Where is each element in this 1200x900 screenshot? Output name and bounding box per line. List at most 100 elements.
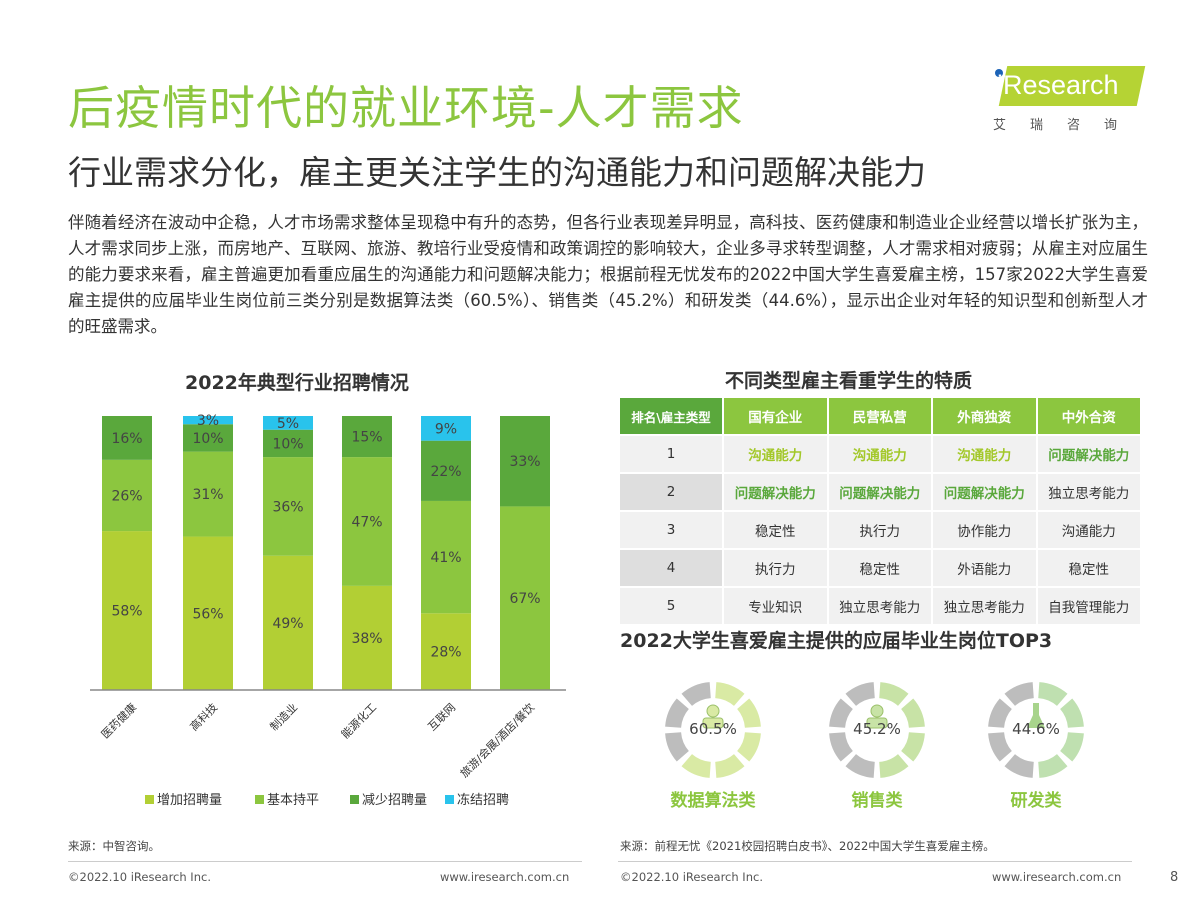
bar-segment bbox=[263, 416, 313, 430]
donut-value: 60.5% bbox=[689, 720, 737, 738]
bar-segment bbox=[421, 613, 471, 690]
data-label: 10% bbox=[192, 431, 223, 447]
donut-segment bbox=[681, 754, 711, 778]
bar-segment bbox=[342, 416, 392, 458]
data-label: 15% bbox=[351, 430, 382, 446]
data-label: 16% bbox=[111, 431, 142, 447]
body-paragraph: 伴随着经济在波动中企稳，人才市场需求整体呈现稳中有升的态势，但各行业表现差异明显… bbox=[68, 213, 1148, 336]
x-tick-label: 互联网 bbox=[426, 701, 459, 734]
donut-gauge bbox=[829, 682, 925, 778]
table-cell: 执行力 bbox=[724, 550, 827, 586]
bar-segment bbox=[102, 459, 152, 532]
donut-segment bbox=[715, 754, 745, 778]
table-cell: 问题解决能力 bbox=[1037, 436, 1140, 472]
table-cell: 独立思考能力 bbox=[933, 588, 1036, 624]
table-header-cell: 外商独资 bbox=[933, 398, 1036, 434]
table-cell: 沟通能力 bbox=[828, 436, 931, 472]
data-label: 38% bbox=[351, 631, 382, 647]
donut-segment bbox=[988, 698, 1012, 728]
donut-segment bbox=[845, 682, 875, 706]
iresearch-logo: iResearch 艾瑞咨询 bbox=[985, 62, 1146, 134]
footer-copyright: ©2022.10 iResearch Inc. bbox=[620, 870, 763, 884]
table-cell: 4 bbox=[620, 550, 722, 586]
table-header-cell: 中外合资 bbox=[1037, 398, 1140, 434]
bar-segment bbox=[183, 451, 233, 537]
data-label: 22% bbox=[430, 464, 461, 480]
footer-url[interactable]: www.iresearch.com.cn bbox=[992, 870, 1122, 884]
legend-label: 基本持平 bbox=[267, 793, 319, 808]
top3-title: 2022大学生喜爱雇主提供的应届毕业生岗位TOP3 bbox=[620, 630, 1053, 652]
x-tick-label: 医药健康 bbox=[98, 700, 139, 741]
bar-segment bbox=[183, 424, 233, 452]
donut-label: 数据算法类 bbox=[670, 791, 756, 811]
logo-brand: iResearch bbox=[997, 70, 1119, 100]
bar-segment bbox=[183, 416, 233, 425]
bar-segment bbox=[102, 416, 152, 460]
bar-segment bbox=[263, 457, 313, 556]
bar-segment bbox=[421, 440, 471, 501]
table-header-cell: 排名\雇主类型 bbox=[620, 398, 722, 434]
table-header-cell: 民营私营 bbox=[828, 398, 931, 434]
table-cell: 问题解决能力 bbox=[828, 474, 931, 510]
page-title: 后疫情时代的就业环境-人才需求 bbox=[68, 81, 744, 135]
bar-segment bbox=[342, 457, 392, 586]
donut-segment bbox=[1004, 682, 1034, 706]
donut-segment bbox=[1060, 698, 1084, 728]
table-cell: 问题解决能力 bbox=[724, 474, 827, 510]
bar-segment bbox=[263, 429, 313, 458]
bar-segment bbox=[342, 585, 392, 690]
bar-segment bbox=[421, 500, 471, 614]
table-cell: 沟通能力 bbox=[933, 436, 1036, 472]
person-tie-icon bbox=[866, 704, 888, 729]
donut-segment bbox=[988, 732, 1012, 762]
table-cell: 独立思考能力 bbox=[1037, 474, 1140, 510]
logo-cn: 艾瑞咨询 bbox=[993, 118, 1142, 133]
donut-segment bbox=[681, 682, 711, 706]
footer-copyright: ©2022.10 iResearch Inc. bbox=[68, 870, 211, 884]
footer-url[interactable]: www.iresearch.com.cn bbox=[440, 870, 570, 884]
table-cell: 稳定性 bbox=[1037, 550, 1140, 586]
donut-segment bbox=[829, 732, 853, 762]
donut-segment bbox=[665, 732, 689, 762]
data-label: 5% bbox=[277, 416, 299, 432]
table-cell: 稳定性 bbox=[828, 550, 931, 586]
table-cell: 独立思考能力 bbox=[828, 588, 931, 624]
data-label: 9% bbox=[435, 421, 457, 437]
table-row: 1 沟通能力 沟通能力 沟通能力 问题解决能力 bbox=[620, 436, 1140, 472]
stacked-bar-chart: 58% 26% 16% 医药健康 56% 31% 10% 3% 高科技 49% 36% 10% 5% 制造… bbox=[90, 413, 566, 808]
x-tick-label: 旅游/会展/酒店/餐饮 bbox=[457, 700, 537, 780]
data-label: 47% bbox=[351, 514, 382, 530]
table-cell: 2 bbox=[620, 474, 722, 510]
table-cell: 自我管理能力 bbox=[1037, 588, 1140, 624]
data-label: 3% bbox=[197, 413, 219, 429]
table-title: 不同类型雇主看重学生的特质 bbox=[725, 370, 973, 392]
table-row: 2 问题解决能力 问题解决能力 问题解决能力 独立思考能力 bbox=[620, 474, 1140, 510]
data-label: 41% bbox=[430, 550, 461, 566]
page-number: 8 bbox=[1170, 870, 1179, 885]
table-cell: 协作能力 bbox=[933, 512, 1036, 548]
employer-traits-table: 排名\雇主类型 国有企业 民营私营 外商独资 中外合资 1 沟通能力 沟通能力 沟通能力 问题解… bbox=[618, 396, 1142, 626]
data-label: 33% bbox=[509, 454, 540, 470]
bar-segment bbox=[421, 416, 471, 441]
data-label: 26% bbox=[111, 488, 142, 504]
footer-divider bbox=[68, 861, 582, 862]
donut-value: 45.2% bbox=[853, 720, 901, 738]
footer-divider bbox=[618, 861, 1132, 862]
donut-segment bbox=[665, 698, 689, 728]
data-label: 67% bbox=[509, 591, 540, 607]
legend-swatch bbox=[255, 795, 264, 804]
table-cell: 1 bbox=[620, 436, 722, 472]
table-header-cell: 国有企业 bbox=[724, 398, 827, 434]
legend-label: 增加招聘量 bbox=[157, 793, 222, 808]
flask-icon bbox=[1027, 703, 1045, 728]
data-label: 58% bbox=[111, 604, 142, 620]
x-tick-label: 能源化工 bbox=[338, 700, 379, 741]
donut-segment bbox=[845, 754, 875, 778]
donut-segment bbox=[1004, 754, 1034, 778]
data-label: 10% bbox=[272, 436, 303, 452]
donut-label: 销售类 bbox=[851, 791, 903, 811]
x-tick-label: 制造业 bbox=[267, 700, 300, 733]
donut-segment bbox=[737, 732, 761, 762]
legend-label: 冻结招聘 bbox=[457, 792, 509, 808]
data-label: 36% bbox=[272, 499, 303, 515]
